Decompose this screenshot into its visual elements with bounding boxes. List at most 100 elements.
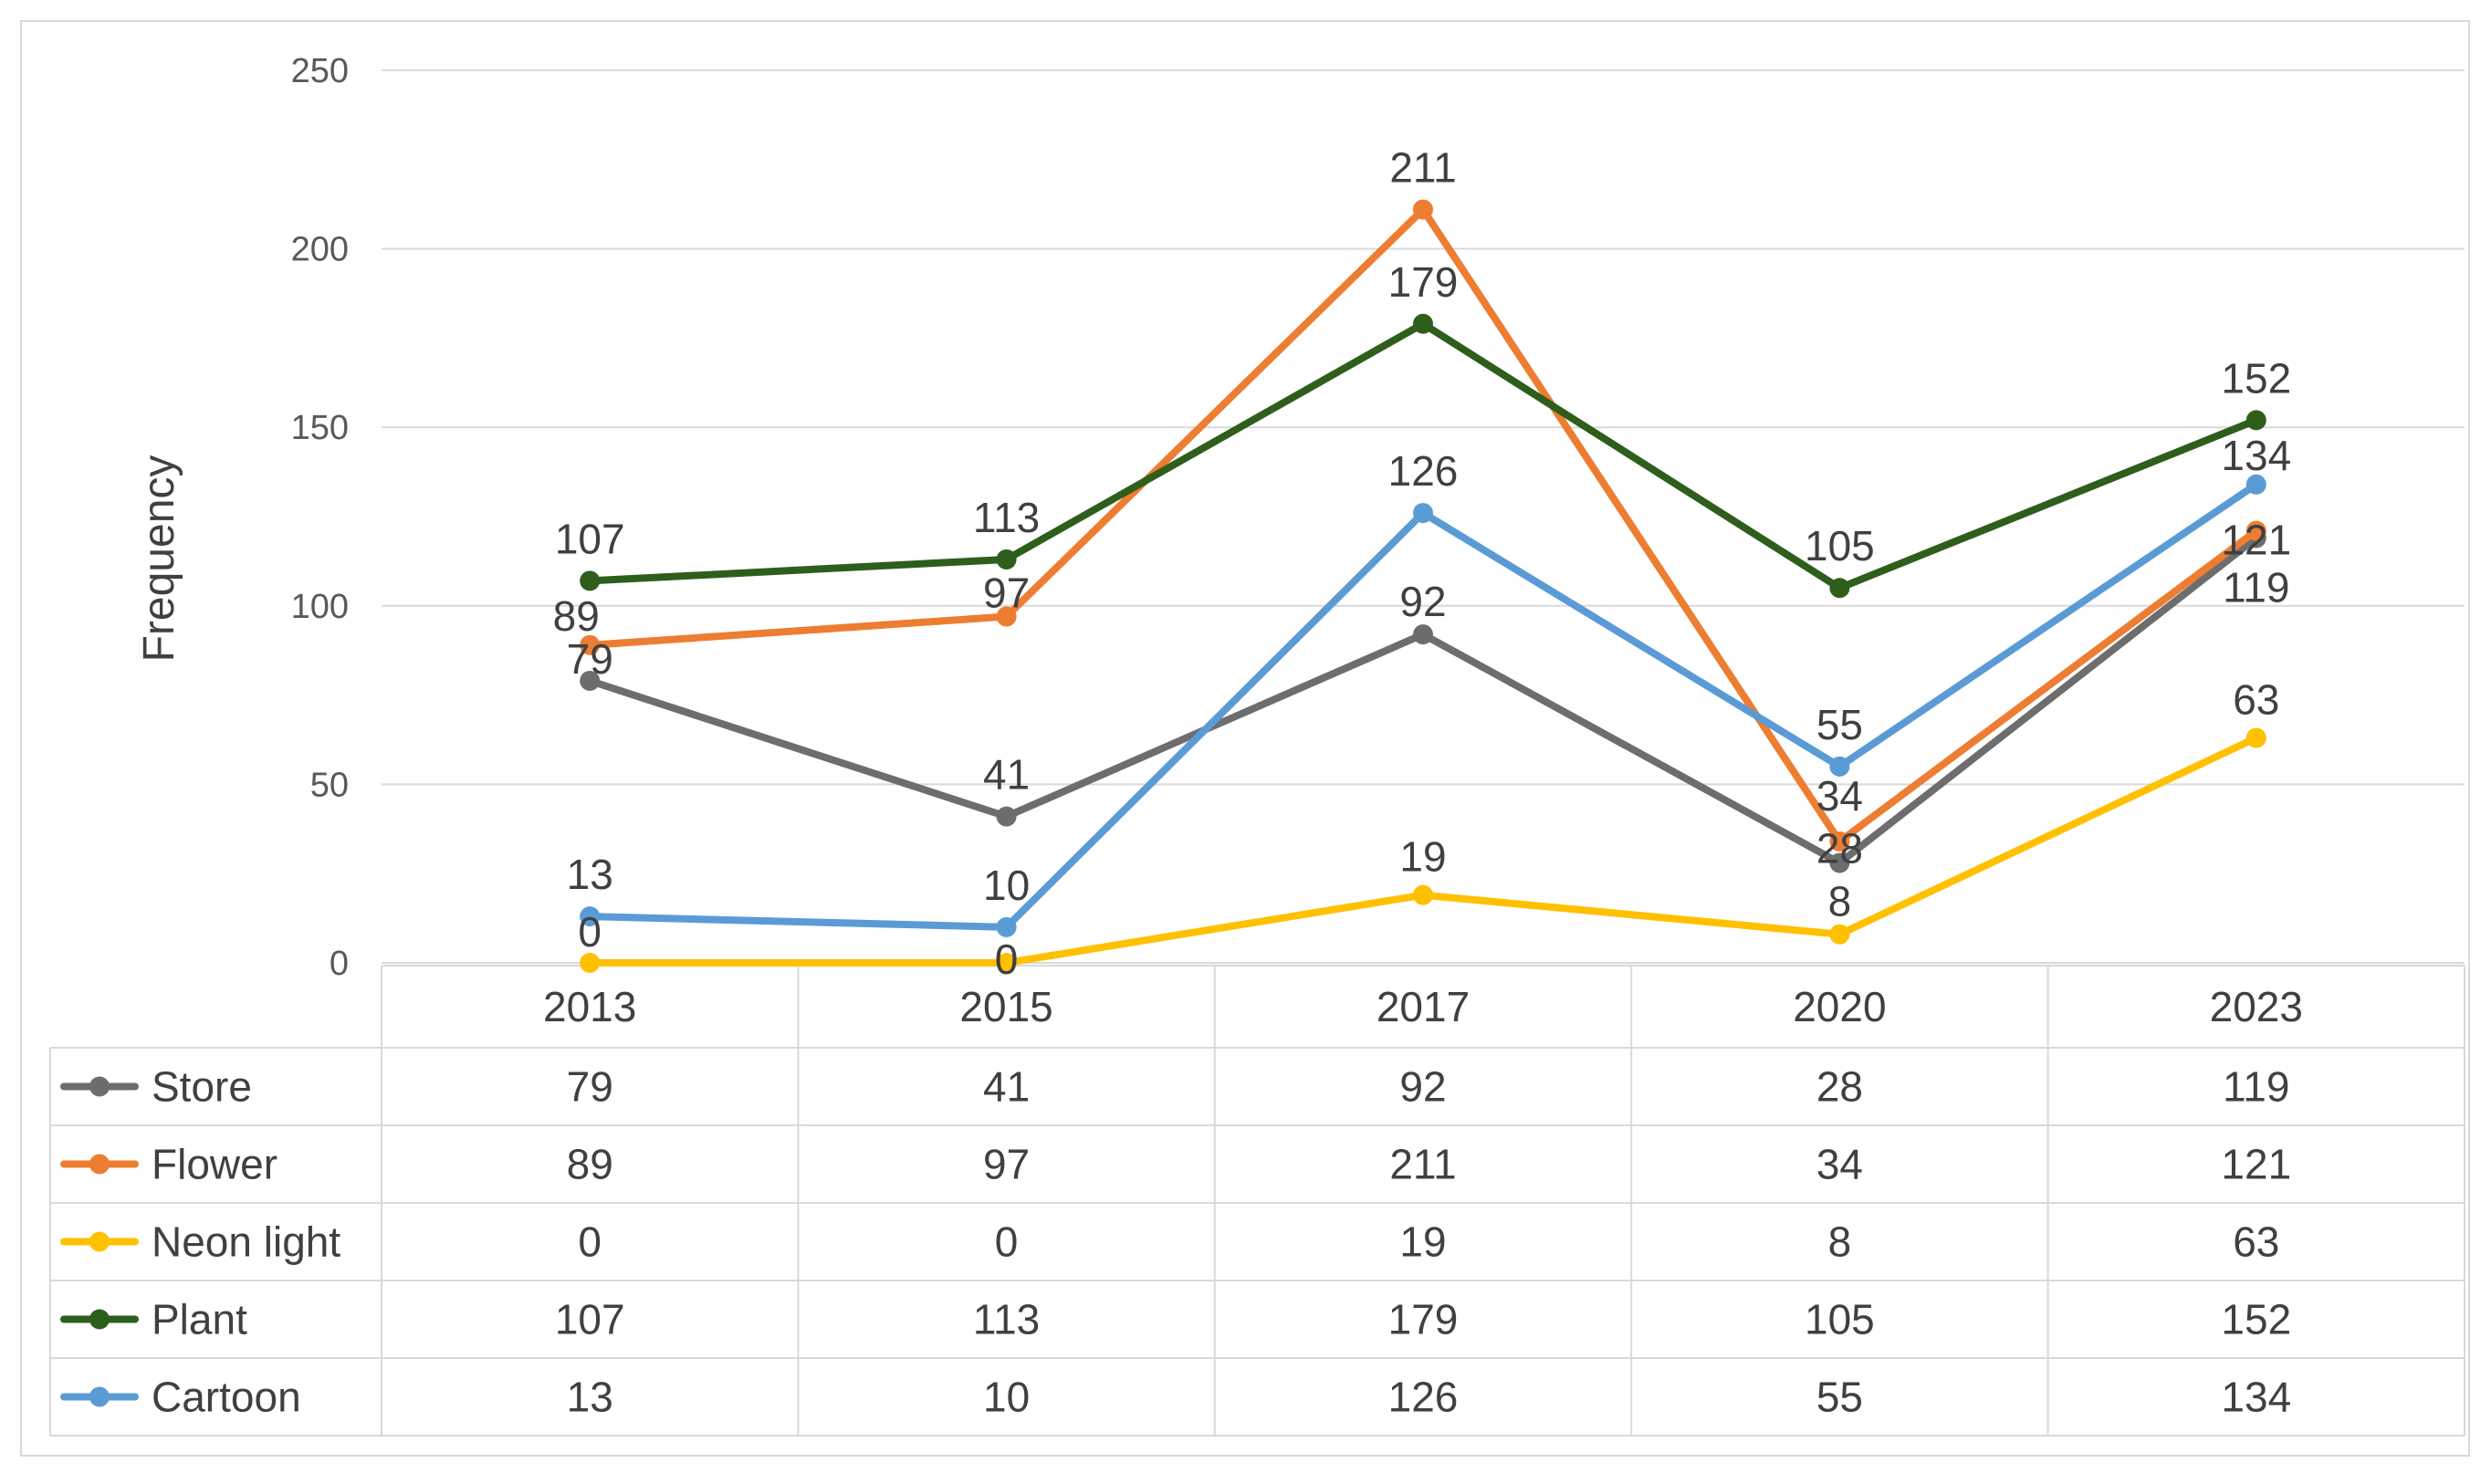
data-label: 13 <box>567 851 613 898</box>
table-cell-value: 179 <box>1388 1296 1459 1343</box>
data-label: 179 <box>1388 258 1459 306</box>
table-cell-value: 107 <box>555 1296 625 1343</box>
data-point <box>996 916 1017 937</box>
legend-label: Neon light <box>152 1218 340 1266</box>
data-point <box>580 570 601 591</box>
legend-label: Store <box>152 1063 252 1111</box>
data-point <box>1413 199 1433 220</box>
data-point <box>2245 520 2266 541</box>
legend-label: Cartoon <box>152 1374 301 1421</box>
table-cell-value: 8 <box>1828 1218 1852 1266</box>
data-point <box>996 549 1017 570</box>
data-label: 28 <box>1816 824 1863 872</box>
data-label: 10 <box>983 862 1030 909</box>
table-cell-value: 134 <box>2221 1374 2291 1421</box>
table-cell-value: 28 <box>1816 1063 1863 1111</box>
table-cell-value: 119 <box>2223 1063 2289 1111</box>
data-point <box>580 634 601 655</box>
table-cell-value: 79 <box>567 1063 613 1111</box>
legend-key-marker <box>89 1154 110 1175</box>
table-cell-value: 0 <box>578 1218 602 1266</box>
x-category-label: 2015 <box>959 983 1052 1030</box>
legend-key-marker <box>89 1309 110 1330</box>
data-point <box>1829 924 1850 945</box>
data-point <box>1829 852 1850 873</box>
data-point <box>580 953 601 973</box>
data-point <box>1413 624 1433 645</box>
table-cell-value: 126 <box>1388 1374 1459 1421</box>
data-label: 92 <box>1399 578 1446 625</box>
data-point <box>580 670 601 691</box>
data-point <box>1413 503 1433 524</box>
table-cell-value: 152 <box>2221 1296 2291 1343</box>
y-tick-label: 150 <box>291 409 349 447</box>
data-label: 121 <box>2221 517 2291 564</box>
data-label: 119 <box>2223 563 2289 611</box>
data-table: 2013 2015 2017 2020 2023 Store 79 41 92 28 119 Flow… <box>49 965 2465 1437</box>
data-point <box>1413 884 1433 905</box>
data-label: 152 <box>2221 354 2291 402</box>
legend-key-marker <box>89 1076 110 1097</box>
data-point <box>1829 756 1850 777</box>
data-point <box>996 953 1017 973</box>
table-cell-value: 89 <box>567 1141 613 1188</box>
data-label: 97 <box>983 570 1030 617</box>
data-label: 134 <box>2221 432 2291 479</box>
y-tick-label: 0 <box>330 945 349 983</box>
data-point <box>1829 831 1850 852</box>
data-label: 0 <box>578 908 602 956</box>
table-cell-value: 13 <box>567 1374 613 1421</box>
table-cell-value: 34 <box>1816 1141 1863 1188</box>
y-tick-label: 200 <box>291 231 349 269</box>
data-label: 126 <box>1388 447 1459 495</box>
table-cell-value: 55 <box>1816 1374 1863 1421</box>
data-point <box>996 806 1017 827</box>
data-labels: 79 41 92 28 119 89 97 211 34 121 0 0 19 8 63 107 113 179 1… <box>553 144 2292 983</box>
table-cell-value: 19 <box>1399 1218 1446 1266</box>
table-cell-value: 97 <box>983 1141 1030 1188</box>
data-label: 55 <box>1816 701 1863 748</box>
data-label: 0 <box>995 935 1019 983</box>
table-cell-value: 41 <box>983 1063 1030 1111</box>
legend-key-marker <box>89 1386 110 1407</box>
data-label: 113 <box>973 494 1040 541</box>
data-label: 211 <box>1389 144 1456 192</box>
x-category-label: 2020 <box>1793 983 1886 1030</box>
data-label: 89 <box>553 592 600 640</box>
data-point <box>1413 313 1433 334</box>
legend-key-marker <box>89 1231 110 1252</box>
table-cell-value: 113 <box>973 1296 1040 1343</box>
table-cell-value: 105 <box>1805 1296 1875 1343</box>
data-label: 107 <box>555 515 625 562</box>
data-label: 19 <box>1399 833 1446 881</box>
data-point <box>2245 410 2266 431</box>
data-point <box>2245 474 2266 495</box>
legend-label: Plant <box>152 1296 247 1343</box>
y-tick-label: 50 <box>310 766 349 804</box>
table-cell-value: 211 <box>1389 1141 1456 1188</box>
table-cell-value: 92 <box>1399 1063 1446 1111</box>
data-label: 41 <box>983 751 1030 799</box>
data-point <box>2245 727 2266 748</box>
data-label: 79 <box>567 635 613 683</box>
data-point <box>996 606 1017 627</box>
y-axis: 0 50 100 150 200 250 <box>291 52 349 983</box>
data-label: 34 <box>1816 772 1863 820</box>
chart-frame <box>20 20 2470 1457</box>
legend-label: Flower <box>152 1141 277 1188</box>
x-category-label: 2023 <box>2210 983 2303 1030</box>
table-cell-value: 10 <box>983 1374 1030 1421</box>
data-point <box>1829 578 1850 599</box>
y-tick-label: 250 <box>291 52 349 90</box>
data-label: 105 <box>1805 522 1875 570</box>
table-cell-value: 0 <box>995 1218 1019 1266</box>
table-cell-value: 121 <box>2221 1141 2291 1188</box>
y-axis-title: Frequency <box>135 455 183 663</box>
series-lines <box>580 199 2266 973</box>
data-label: 8 <box>1828 878 1852 925</box>
data-point <box>580 906 601 927</box>
x-category-label: 2017 <box>1376 983 1470 1030</box>
table-cell-value: 63 <box>2233 1218 2279 1266</box>
y-tick-label: 100 <box>291 588 349 626</box>
